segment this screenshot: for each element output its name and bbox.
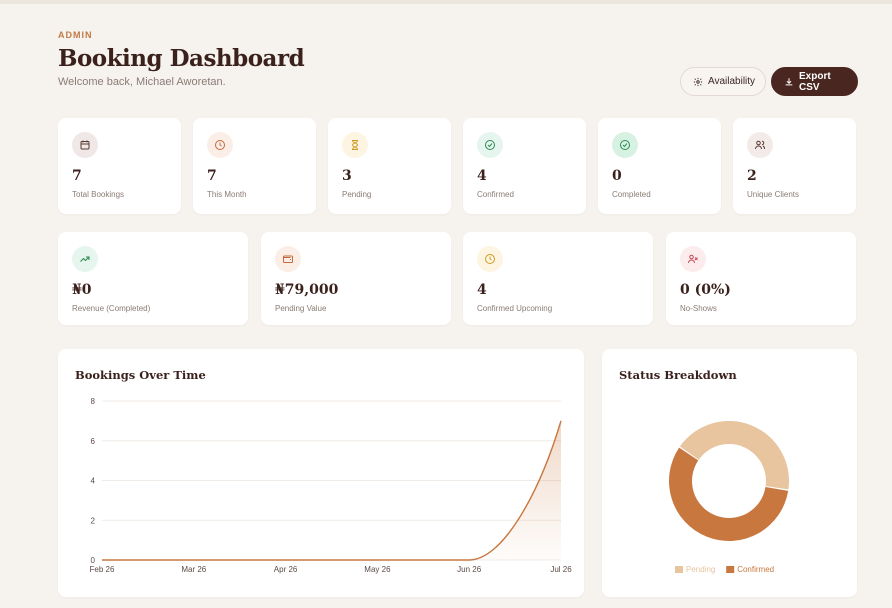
stat-label: Confirmed Upcoming — [477, 304, 553, 313]
stat-card-total-bookings: 7 Total Bookings — [58, 118, 181, 214]
stat-value: 0 (0%) — [680, 282, 731, 298]
stat-value: 0 — [612, 168, 622, 184]
donut-slice-confirmed — [669, 447, 789, 541]
page-header: ADMIN Booking Dashboard Welcome back, Mi… — [58, 30, 305, 88]
donut-slice-pending — [679, 421, 789, 490]
x-tick-label: Apr 26 — [274, 565, 298, 574]
calendar-icon — [72, 132, 98, 158]
export-label: Export CSV — [799, 70, 831, 93]
top-border — [0, 0, 892, 4]
stat-value: 4 — [477, 282, 487, 298]
stat-value: 2 — [747, 168, 757, 184]
download-icon — [785, 77, 793, 85]
bookings-over-time-panel: Bookings Over Time 0 2 4 6 8 Feb 26 Mar 26 Apr … — [58, 349, 584, 597]
stat-label: No-Shows — [680, 304, 717, 313]
stat-value: ₦0 — [72, 282, 92, 298]
x-tick-label: May 26 — [364, 565, 391, 574]
y-tick-label: 4 — [91, 477, 96, 486]
availability-label: Availability — [708, 76, 756, 87]
clock-icon — [207, 132, 233, 158]
stat-label: Confirmed — [477, 190, 514, 199]
bookings-series-line — [102, 420, 562, 561]
legend-label-pending: Pending — [686, 565, 715, 574]
status-chart-title: Status Breakdown — [619, 368, 737, 382]
stat-label: Completed — [612, 190, 651, 199]
page-title: Booking Dashboard — [58, 45, 305, 72]
stat-value: 3 — [342, 168, 352, 184]
bookings-area-fill — [102, 420, 561, 560]
stat-card-pending-value: ₦79,000 Pending Value — [261, 232, 451, 325]
bookings-line-chart: 0 2 4 6 8 Feb 26 Mar 26 Apr 26 May 26 Jun 26 Jul 2… — [90, 397, 573, 574]
stat-label: Total Bookings — [72, 190, 125, 199]
stat-label: Unique Clients — [747, 190, 800, 199]
stat-card-revenue: ₦0 Revenue (Completed) — [58, 232, 248, 325]
stat-value: ₦79,000 — [275, 282, 339, 298]
y-tick-label: 0 — [91, 556, 96, 565]
x-tick-label: Mar 26 — [181, 565, 206, 574]
stat-label: This Month — [207, 190, 247, 199]
bookings-chart-title: Bookings Over Time — [75, 368, 206, 382]
stat-label: Revenue (Completed) — [72, 304, 151, 313]
y-tick-label: 8 — [91, 397, 96, 406]
check-circle-icon — [477, 132, 503, 158]
user-x-icon — [680, 246, 706, 272]
wallet-icon — [275, 246, 301, 272]
status-donut-chart: Pending Confirmed — [669, 421, 789, 574]
clock-icon — [477, 246, 503, 272]
stat-card-unique-clients: 2 Unique Clients — [733, 118, 856, 214]
stat-card-this-month: 7 This Month — [193, 118, 316, 214]
x-tick-label: Jun 26 — [457, 565, 482, 574]
stat-card-confirmed-upcoming: 4 Confirmed Upcoming — [463, 232, 653, 325]
stat-card-completed: 0 Completed — [598, 118, 721, 214]
stat-value: 4 — [477, 168, 487, 184]
check-circle-icon — [612, 132, 638, 158]
x-tick-label: Jul 26 — [550, 565, 572, 574]
trending-up-icon — [72, 246, 98, 272]
welcome-text: Welcome back, Michael Aworetan. — [58, 76, 226, 88]
status-breakdown-panel: Status Breakdown Pending Confirmed — [602, 349, 857, 597]
hourglass-icon — [342, 132, 368, 158]
stat-card-no-shows: 0 (0%) No-Shows — [666, 232, 856, 325]
stat-value: 7 — [207, 168, 217, 184]
stat-card-confirmed: 4 Confirmed — [463, 118, 586, 214]
y-tick-label: 6 — [91, 437, 96, 446]
y-tick-label: 2 — [91, 516, 96, 525]
legend-swatch — [675, 566, 683, 573]
availability-button[interactable]: Availability — [680, 67, 766, 96]
legend-label-confirmed: Confirmed — [737, 565, 774, 574]
stat-label: Pending — [342, 190, 372, 199]
gear-icon — [693, 77, 703, 86]
stat-card-pending: 3 Pending — [328, 118, 451, 214]
admin-eyebrow: ADMIN — [58, 30, 93, 40]
stat-label: Pending Value — [275, 304, 327, 313]
stat-value: 7 — [72, 168, 82, 184]
export-csv-button[interactable]: Export CSV — [771, 67, 858, 96]
x-tick-label: Feb 26 — [90, 565, 115, 574]
legend-swatch — [726, 566, 735, 573]
users-icon — [747, 132, 773, 158]
